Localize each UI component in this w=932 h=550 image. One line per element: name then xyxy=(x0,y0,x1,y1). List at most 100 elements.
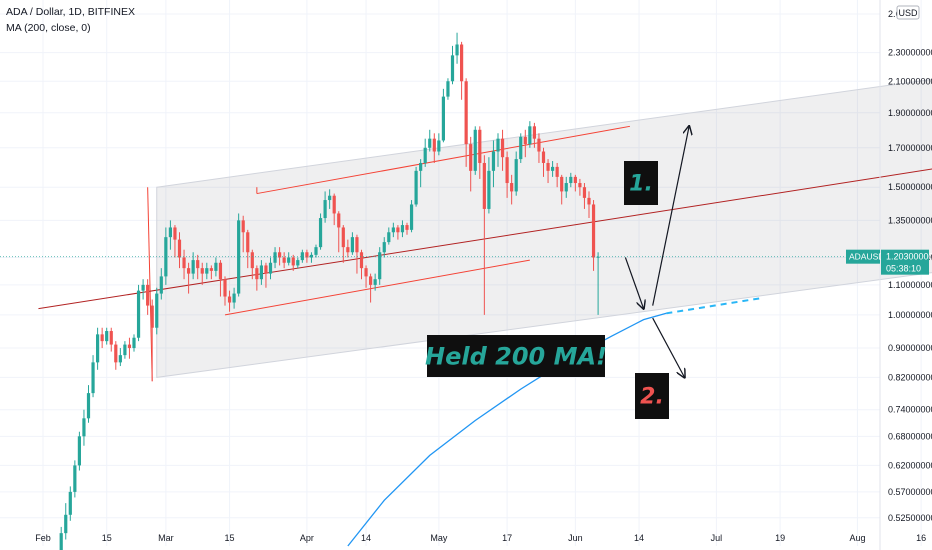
candle-body xyxy=(136,290,141,338)
candle-body xyxy=(423,147,427,163)
candle-body xyxy=(159,276,163,294)
candle-body xyxy=(551,166,555,171)
price-tick-label: 1.70000000 xyxy=(888,143,932,153)
candle-body xyxy=(532,126,536,139)
label-scenario-1-bg xyxy=(624,161,658,205)
time-tick-label: 19 xyxy=(775,533,785,543)
candle-body xyxy=(514,159,518,192)
channel-median-line xyxy=(38,168,932,310)
candle-body xyxy=(441,96,445,141)
candle-body xyxy=(337,213,341,228)
candle-body xyxy=(232,293,236,303)
candle-body xyxy=(177,239,182,258)
candle-body xyxy=(123,344,127,356)
regression-channel xyxy=(38,78,932,382)
label-scenario-2-text: 2. xyxy=(640,385,664,410)
time-tick-label: 15 xyxy=(225,533,235,543)
candle-body xyxy=(355,237,359,253)
candle-body xyxy=(305,252,309,258)
candle-body xyxy=(582,187,587,198)
price-tick-label: 2.30000000 xyxy=(888,48,932,58)
time-tick-label: Jun xyxy=(568,533,583,543)
time-tick-label: 15 xyxy=(102,533,112,543)
time-tick-label: Feb xyxy=(35,533,51,543)
candle-body xyxy=(346,247,350,253)
candle-body xyxy=(241,220,245,233)
candle-body xyxy=(209,268,213,271)
price-tick-label: 2.6 xyxy=(888,9,901,19)
candle-body xyxy=(196,260,200,269)
candle-body xyxy=(482,162,486,209)
candle-body xyxy=(519,136,523,160)
candlestick-series xyxy=(59,32,600,550)
candle-body xyxy=(296,260,300,266)
candle-body xyxy=(105,331,109,342)
candle-body xyxy=(523,136,527,145)
candle-body xyxy=(100,334,104,342)
candle-body xyxy=(168,227,172,238)
trend-arrow xyxy=(652,126,689,306)
candle-body xyxy=(227,296,232,303)
price-axis[interactable]: 2.6 2.30000000 2.10000000 1.90000000 1.70000… xyxy=(846,0,932,550)
candle-body xyxy=(460,44,464,82)
candle-body xyxy=(450,55,455,82)
candle-body xyxy=(573,176,577,184)
candle-body xyxy=(387,232,391,243)
candle-body xyxy=(268,262,273,274)
candle-body xyxy=(287,257,291,263)
candle-body xyxy=(541,151,546,163)
channel-band xyxy=(156,78,932,378)
candle-body xyxy=(414,170,418,205)
candle-body xyxy=(419,162,423,171)
held-200-ma-note: Held 200 MA! xyxy=(425,335,607,377)
candle-body xyxy=(369,276,373,285)
candle-body xyxy=(587,197,591,205)
candle-body xyxy=(323,200,327,219)
candle-body xyxy=(127,344,132,349)
candle-body xyxy=(73,465,77,492)
candle-body xyxy=(528,126,532,145)
candle-body xyxy=(187,268,191,274)
candle-body xyxy=(273,252,277,263)
candle-body xyxy=(546,162,550,171)
candle-body xyxy=(391,227,395,233)
candle-body xyxy=(282,257,286,263)
candle-body xyxy=(118,355,122,363)
candle-body xyxy=(259,265,263,280)
currency-badge: USD xyxy=(896,5,920,20)
candle-body xyxy=(496,138,500,152)
price-tick-label: 1.50000000 xyxy=(888,182,932,192)
candle-body xyxy=(332,195,336,214)
trend-arrow xyxy=(624,257,643,308)
price-tick-label: 1.00000000 xyxy=(888,310,932,320)
candle-body xyxy=(91,362,95,394)
candle-body xyxy=(341,227,345,248)
candle-body xyxy=(109,331,113,345)
candle-body xyxy=(68,491,72,515)
time-tick-label: 14 xyxy=(634,533,644,543)
candle-body xyxy=(200,268,204,274)
symbol-title: ADA / Dollar, 1D, BITFINEX xyxy=(6,6,135,18)
candle-body xyxy=(500,138,505,158)
candle-body xyxy=(469,144,473,171)
price-tick-label: 0.82000000 xyxy=(888,372,932,382)
price-tick-label: 1.10000000 xyxy=(888,280,932,290)
trend-arrow xyxy=(652,317,685,377)
price-tick-label: 0.74000000 xyxy=(888,405,932,415)
inner-channel-lower xyxy=(224,259,530,316)
ma-200-projection xyxy=(666,297,763,315)
candle-body xyxy=(400,225,405,233)
candle-body xyxy=(300,252,304,261)
candle-body xyxy=(155,293,159,328)
time-tick-label: 14 xyxy=(361,533,371,543)
candle-body xyxy=(291,257,295,266)
indicator-legend[interactable]: MA (200, close, 0) xyxy=(6,22,91,34)
candle-body xyxy=(250,252,254,269)
ma-200-line xyxy=(347,297,763,547)
price-tick-label: 1.90000000 xyxy=(888,108,932,118)
time-axis[interactable]: Feb 15 Mar 15 Apr 14 May 17 Jun 14 Jul 19 Aug 16 xyxy=(0,526,926,543)
candle-body xyxy=(173,227,177,240)
price-tick-label: 0.68000000 xyxy=(888,431,932,441)
time-tick-label: Aug xyxy=(849,533,865,543)
